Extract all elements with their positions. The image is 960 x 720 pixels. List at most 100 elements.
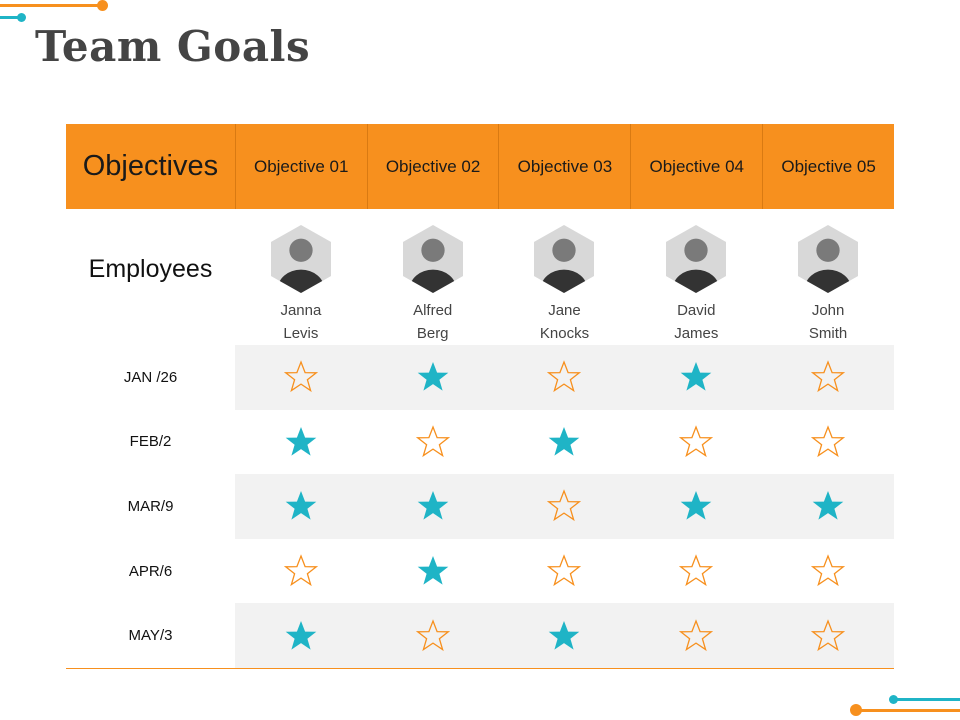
outline-star-icon bbox=[415, 425, 450, 458]
outline-star-icon bbox=[679, 554, 714, 587]
outline-star-icon bbox=[811, 360, 846, 393]
outline-star-icon bbox=[547, 360, 582, 393]
date-label: MAR/9 bbox=[66, 474, 235, 539]
employee-2: Alfred Berg bbox=[367, 209, 499, 345]
filled-star-icon bbox=[285, 620, 317, 650]
bottom-teal-line bbox=[893, 698, 960, 701]
date-row: FEB/2 bbox=[66, 409, 894, 475]
star-cell bbox=[367, 603, 499, 668]
star-cell bbox=[762, 345, 894, 410]
star-cell bbox=[630, 539, 762, 604]
star-cell bbox=[499, 474, 631, 539]
bottom-teal-dot bbox=[889, 695, 898, 704]
outline-star-icon bbox=[679, 425, 714, 458]
date-rows: JAN /26 FEB/2 MAR/9 APR/6 MAY/3 bbox=[66, 345, 894, 668]
objective-header-2: Objective 02 bbox=[368, 124, 500, 209]
outline-star-icon bbox=[547, 489, 582, 522]
star-cells bbox=[235, 539, 894, 604]
star-cell bbox=[499, 410, 631, 475]
employee-5: John Smith bbox=[762, 209, 894, 345]
objective-header-3: Objective 03 bbox=[499, 124, 632, 209]
objective-header-4: Objective 04 bbox=[631, 124, 764, 209]
filled-star-icon bbox=[285, 426, 317, 456]
outline-star-icon bbox=[811, 618, 846, 651]
star-cell bbox=[762, 603, 894, 668]
star-cell bbox=[235, 410, 367, 475]
filled-star-icon bbox=[285, 491, 317, 521]
star-cell bbox=[235, 474, 367, 539]
star-cell bbox=[235, 539, 367, 604]
team-goals-table: Objectives Objective 01 Objective 02 Obj… bbox=[66, 124, 894, 669]
date-row: MAR/9 bbox=[66, 474, 894, 539]
outline-star-icon bbox=[811, 554, 846, 587]
star-cell bbox=[235, 603, 367, 668]
date-row: APR/6 bbox=[66, 538, 894, 604]
employee-1: Janna Levis bbox=[235, 209, 367, 345]
top-orange-line bbox=[0, 4, 103, 7]
filled-star-icon bbox=[680, 362, 712, 391]
star-cell bbox=[762, 474, 894, 539]
star-cells bbox=[235, 410, 894, 475]
employee-name-3: Jane Knocks bbox=[539, 302, 590, 342]
page-title: Team Goals bbox=[35, 22, 311, 71]
filled-star-icon bbox=[812, 491, 844, 521]
star-cell bbox=[630, 345, 762, 410]
filled-star-icon bbox=[680, 491, 712, 521]
date-label: FEB/2 bbox=[66, 409, 235, 475]
employee-avatar-3 bbox=[534, 225, 595, 293]
filled-star-icon bbox=[549, 426, 580, 456]
star-cell bbox=[235, 345, 367, 410]
employees-label: Employees bbox=[88, 254, 213, 283]
star-cells bbox=[235, 603, 894, 668]
date-label: MAY/3 bbox=[66, 603, 235, 668]
objective-header-1: Objective 01 bbox=[236, 124, 368, 209]
star-cell bbox=[630, 603, 762, 668]
employee-avatar-5 bbox=[797, 225, 859, 293]
bottom-orange-line bbox=[855, 709, 960, 712]
star-cell bbox=[499, 603, 631, 668]
star-cell bbox=[367, 410, 499, 475]
date-row: MAY/3 bbox=[66, 603, 894, 668]
filled-star-icon bbox=[549, 620, 580, 650]
filled-star-icon bbox=[417, 556, 448, 585]
date-label: JAN /26 bbox=[66, 345, 235, 410]
top-orange-dot bbox=[97, 0, 108, 11]
outline-star-icon bbox=[283, 360, 318, 393]
table-bottom-rule bbox=[66, 667, 894, 669]
date-label: APR/6 bbox=[66, 538, 235, 604]
filled-star-icon bbox=[417, 362, 448, 391]
star-cell bbox=[762, 539, 894, 604]
employee-name-4: David James bbox=[674, 302, 719, 342]
employee-avatar-1 bbox=[270, 225, 332, 293]
employee-3: Jane Knocks bbox=[499, 209, 631, 345]
star-cells bbox=[235, 345, 894, 410]
employees-row: Employees Janna Levis Alfred Berg Jane Kno… bbox=[66, 209, 894, 345]
star-cell bbox=[499, 345, 631, 410]
objectives-header-row: Objectives Objective 01 Objective 02 Obj… bbox=[66, 124, 894, 209]
filled-star-icon bbox=[417, 491, 448, 521]
star-cells bbox=[235, 474, 894, 539]
bottom-orange-dot bbox=[850, 704, 862, 716]
star-cell bbox=[367, 474, 499, 539]
employee-name-5: John Smith bbox=[808, 302, 848, 342]
date-row: JAN /26 bbox=[66, 345, 894, 410]
outline-star-icon bbox=[811, 425, 846, 458]
star-cell bbox=[630, 474, 762, 539]
top-teal-line bbox=[0, 16, 20, 19]
employee-avatar-2 bbox=[402, 225, 463, 293]
objectives-header-label: Objectives bbox=[66, 124, 236, 209]
objective-header-5: Objective 05 bbox=[781, 156, 876, 176]
employee-name-1: Janna Levis bbox=[280, 302, 322, 342]
star-cell bbox=[367, 539, 499, 604]
employee-4: David James bbox=[630, 209, 762, 345]
outline-star-icon bbox=[415, 618, 450, 651]
star-cell bbox=[630, 410, 762, 475]
outline-star-icon bbox=[679, 618, 714, 651]
star-cell bbox=[367, 345, 499, 410]
top-teal-dot bbox=[17, 13, 26, 22]
outline-star-icon bbox=[283, 554, 318, 587]
star-cell bbox=[499, 539, 631, 604]
star-cell bbox=[762, 410, 894, 475]
outline-star-icon bbox=[547, 554, 582, 587]
employee-avatar-4 bbox=[666, 225, 727, 293]
